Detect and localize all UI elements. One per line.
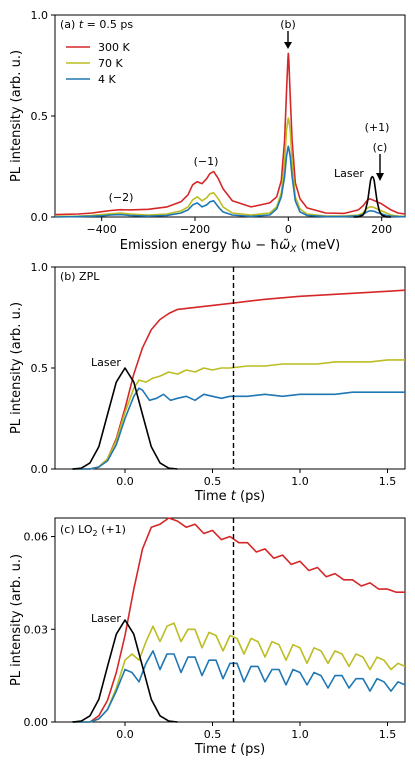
x-tick-label: 0.5 <box>204 475 222 488</box>
panel-c-label: (c) LO2 (+1) <box>60 523 126 538</box>
panel-a-y-ticks: 0.0 0.5 1.0 <box>31 9 55 224</box>
y-tick-label: 0.5 <box>31 362 49 375</box>
x-tick-label: 0.0 <box>116 728 134 741</box>
panel-c-x-ticks: 0.0 0.5 1.0 1.5 <box>116 722 396 741</box>
y-tick-label: 0.03 <box>24 623 49 636</box>
panel-c-series-4k <box>72 650 406 723</box>
panel-a-series-300k <box>54 52 406 216</box>
panel-c-series <box>72 517 406 723</box>
panel-a-xlabel: Emission energy ħω − ħω̃X (meV) <box>120 238 340 255</box>
annotation-c: (c) <box>373 141 388 154</box>
panel-a-annotations: (−2) (−1) (b) (+1) (c) Laser <box>109 18 390 204</box>
panel-b-ylabel: PL intensity (arb. u.) <box>9 302 24 434</box>
panel-b-zpl: 0.0 0.5 1.0 1.5 0.0 0.5 1.0 (b) ZPL Laser PL … <box>9 261 406 504</box>
x-tick-label: 1.0 <box>291 728 309 741</box>
panel-b-series-laser <box>72 367 178 470</box>
annotation-minus-1: (−1) <box>194 155 219 168</box>
panel-c-series-300k <box>72 517 405 723</box>
x-tick-label: 200 <box>371 223 392 236</box>
panel-b-xlabel: Time t (ps) <box>194 489 265 504</box>
panel-c-series-laser <box>72 619 178 723</box>
panel-c-xlabel: Time t (ps) <box>194 742 265 757</box>
x-tick-label: 1.5 <box>379 728 397 741</box>
x-tick-label: −400 <box>87 223 117 236</box>
y-tick-label: 0.0 <box>31 211 49 224</box>
annotation-laser-b: Laser <box>91 356 121 369</box>
annotation-laser-a: Laser <box>334 167 364 180</box>
legend-label-70k: 70 K <box>98 57 123 70</box>
panel-b-series <box>72 267 406 470</box>
y-tick-label: 0.0 <box>31 463 49 476</box>
legend-label-4k: 4 K <box>98 73 116 86</box>
panel-b-label: (b) ZPL <box>60 270 100 283</box>
panel-b-series-300k <box>72 289 406 470</box>
x-tick-label: 1.5 <box>379 475 397 488</box>
annotation-laser-c: Laser <box>91 612 121 625</box>
panel-b-series-70k <box>72 359 405 470</box>
panel-b-series-4k <box>72 387 405 470</box>
y-tick-label: 0.5 <box>31 110 49 123</box>
panel-a-emission-spectrum: −400 −200 0 200 0.0 0.5 1.0 (a) t = 0.5 ps 30… <box>9 9 406 255</box>
panel-a-series-70k <box>54 117 406 218</box>
panel-a-series <box>54 52 406 218</box>
panel-c-lo2: 0.0 0.5 1.0 1.5 0.00 0.03 0.06 (c) LO2 (+1) L… <box>9 517 406 757</box>
panel-a-legend: 300 K 70 K 4 K <box>66 41 130 86</box>
panel-c-series-70k <box>72 622 406 723</box>
y-tick-label: 1.0 <box>31 9 49 22</box>
panel-b-y-ticks: 0.0 0.5 1.0 <box>31 261 55 476</box>
panel-c-plot-frame <box>54 517 406 723</box>
x-tick-label: −200 <box>180 223 210 236</box>
panel-a-ylabel: PL intensity (arb. u.) <box>9 50 24 182</box>
annotation-b: (b) <box>280 18 296 31</box>
panel-a-label: (a) t = 0.5 ps <box>60 18 133 31</box>
arrow-b-head <box>284 42 292 49</box>
arrow-c-head <box>376 173 384 181</box>
y-tick-label: 0.00 <box>24 716 49 729</box>
panel-a-x-ticks: −400 −200 0 200 <box>87 217 392 236</box>
annotation-plus-1: (+1) <box>365 121 390 134</box>
panel-c-ylabel: PL intensity (arb. u.) <box>9 554 24 686</box>
y-tick-label: 1.0 <box>31 261 49 274</box>
x-tick-label: 0.0 <box>116 475 134 488</box>
x-tick-label: 0.5 <box>204 728 222 741</box>
panel-a-series-laser <box>353 175 391 218</box>
panel-b-x-ticks: 0.0 0.5 1.0 1.5 <box>116 469 396 488</box>
x-tick-label: 0 <box>285 223 292 236</box>
annotation-minus-2: (−2) <box>109 191 134 204</box>
panel-a-series-4k <box>54 145 406 218</box>
legend-label-300k: 300 K <box>98 41 130 54</box>
panel-c-y-ticks: 0.00 0.03 0.06 <box>24 531 55 729</box>
x-tick-label: 1.0 <box>291 475 309 488</box>
y-tick-label: 0.06 <box>24 531 49 544</box>
